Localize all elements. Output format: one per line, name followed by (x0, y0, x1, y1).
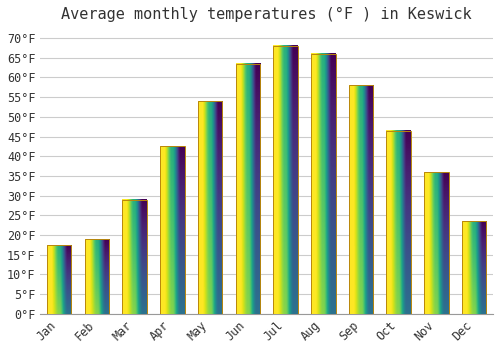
Bar (311, 54, 336, 314)
Bar (274, 46, 298, 314)
Bar (424, 172, 448, 314)
Bar (386, 131, 411, 314)
Bar (160, 146, 184, 314)
Title: Average monthly temperatures (°F ) in Keswick: Average monthly temperatures (°F ) in Ke… (62, 7, 472, 22)
Bar (84, 239, 109, 314)
Bar (236, 64, 260, 314)
Bar (122, 199, 147, 314)
Bar (198, 101, 222, 314)
Bar (348, 85, 374, 314)
Bar (47, 245, 72, 314)
Bar (462, 221, 486, 314)
